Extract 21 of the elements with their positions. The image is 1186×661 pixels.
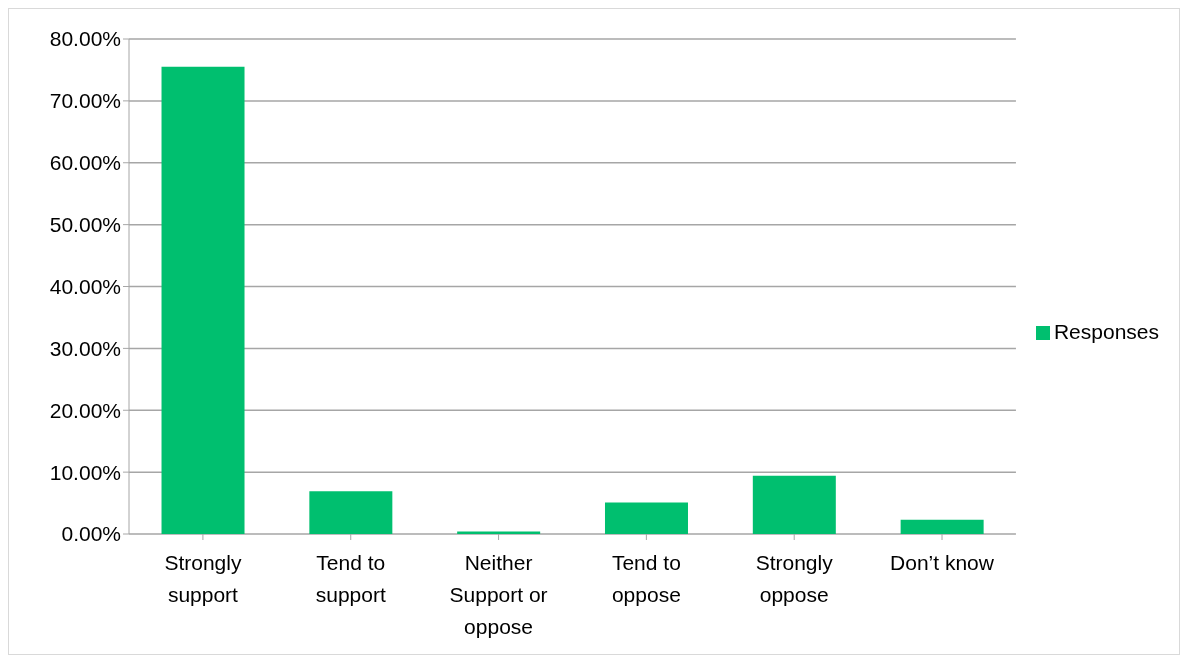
y-tick-label: 60.00% — [49, 151, 121, 175]
y-tick-label: 40.00% — [49, 274, 121, 298]
y-tick-label: 50.00% — [49, 213, 121, 237]
x-tick-label: Don’t know — [890, 551, 995, 574]
bar — [604, 502, 688, 534]
y-tick-label: 20.00% — [49, 398, 121, 422]
bar — [309, 491, 393, 534]
y-tick-label: 10.00% — [49, 460, 121, 484]
y-tick-label: 70.00% — [49, 89, 121, 113]
bar — [900, 519, 984, 534]
x-tick-label: Strongly support — [164, 551, 242, 606]
x-tick-label: Neither Support or oppose — [449, 551, 548, 638]
y-tick-label: 80.00% — [49, 27, 121, 51]
y-tick-label: 30.00% — [49, 336, 121, 360]
bar — [161, 66, 245, 534]
x-tick-label: Tend to support — [315, 551, 386, 606]
bar — [752, 475, 836, 534]
legend-label: Responses — [1053, 319, 1159, 343]
y-tick-label: 0.00% — [61, 522, 121, 546]
x-tick-label: Strongly oppose — [755, 551, 834, 606]
x-tick-label: Tend to oppose — [611, 551, 681, 606]
